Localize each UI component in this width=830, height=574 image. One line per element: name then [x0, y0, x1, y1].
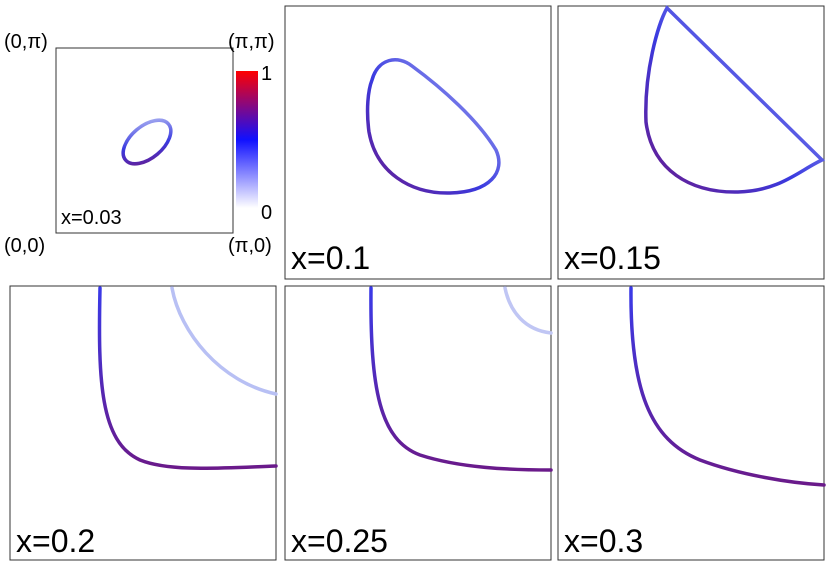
corner-label: (π,0): [228, 235, 272, 257]
fermi-surface: [644, 5, 826, 194]
panel-frame: [284, 285, 552, 561]
fermi-surface: [170, 286, 278, 396]
fermi-surface: [629, 286, 826, 487]
panel-label: x=0.25: [291, 523, 388, 559]
fermi-surface: [121, 118, 173, 166]
fermi-surface: [97, 286, 278, 470]
panel-label: x=0.2: [16, 523, 95, 559]
corner-label: (0,0): [4, 235, 45, 257]
fermi-surface: [369, 286, 553, 472]
corner-label: (π,π): [228, 31, 274, 53]
panel-frame: [284, 5, 552, 280]
panel-frame: [55, 47, 234, 234]
panel-frame: [557, 285, 825, 561]
fermi-surface: [365, 58, 501, 195]
panel-frame: [557, 5, 825, 280]
panel-frame: [9, 285, 277, 561]
colorbar-label: 0: [261, 202, 272, 224]
corner-label: (0,π): [4, 31, 48, 53]
panel-label: x=0.03: [61, 207, 122, 229]
panel-label: x=0.3: [564, 523, 643, 559]
panel-label: x=0.15: [564, 240, 661, 276]
panel-label: x=0.1: [291, 240, 370, 276]
colorbar-label: 1: [261, 63, 272, 85]
colorbar: [236, 71, 258, 208]
fermi-surface: [503, 286, 553, 335]
